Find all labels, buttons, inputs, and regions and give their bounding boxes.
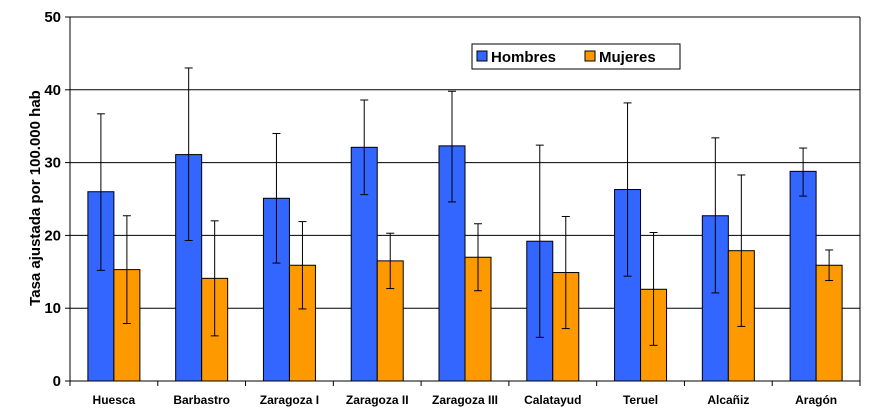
legend-label-hombres: Hombres xyxy=(491,49,556,66)
x-category-label: Zaragoza I xyxy=(260,393,319,407)
y-tick-label: 40 xyxy=(44,82,61,99)
bar-mujeres-9 xyxy=(815,264,843,382)
bars xyxy=(87,145,843,382)
x-category-label: Aragón xyxy=(795,393,837,407)
x-category-label: Teruel xyxy=(623,393,658,407)
x-category-label: Calatayud xyxy=(524,393,581,407)
bar-hombres-9 xyxy=(789,170,817,382)
x-category-label: Zaragoza II xyxy=(346,393,409,407)
y-tick-label: 10 xyxy=(44,300,61,317)
legend: Hombres Mujeres xyxy=(471,43,681,70)
x-category-label: Zaragoza III xyxy=(432,393,498,407)
legend-swatch-hombres xyxy=(476,50,488,62)
y-tick-label: 0 xyxy=(53,373,61,390)
legend-box xyxy=(471,43,681,70)
legend-swatch-mujeres xyxy=(584,50,596,62)
axes xyxy=(69,17,861,386)
y-tick-labels: 0 10 20 30 40 50 xyxy=(44,9,61,390)
y-tick-label: 30 xyxy=(44,155,61,172)
x-category-label: Huesca xyxy=(93,393,136,407)
y-tick-label: 50 xyxy=(44,9,61,26)
x-category-labels: Huesca Barbastro Zaragoza I Zaragoza II Zara… xyxy=(93,393,838,407)
y-tick-label: 20 xyxy=(44,227,61,244)
y-axis-label: Tasa ajustada por 100.000 hab xyxy=(27,90,44,306)
legend-label-mujeres: Mujeres xyxy=(599,49,656,66)
x-category-label: Barbastro xyxy=(173,393,230,407)
x-category-label: Alcañiz xyxy=(707,393,749,407)
error-bars xyxy=(96,67,834,346)
